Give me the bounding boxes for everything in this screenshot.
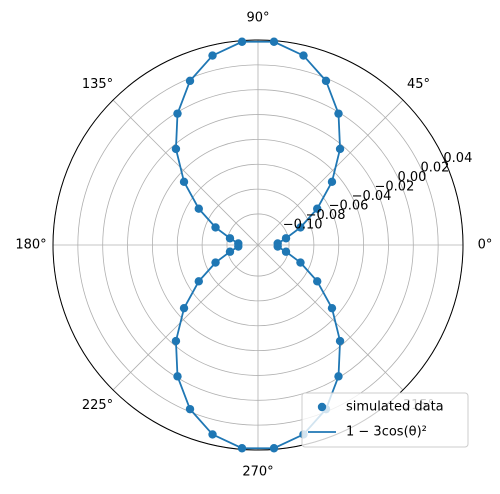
theta-tick-label: 45° bbox=[407, 77, 430, 92]
r-tick-label: 0.02 bbox=[420, 161, 449, 176]
legend-label: simulated data bbox=[346, 400, 444, 415]
r-tick-label: −0.06 bbox=[329, 199, 369, 214]
theta-tick-label: 225° bbox=[82, 398, 113, 413]
r-tick-label: −0.08 bbox=[306, 208, 346, 223]
theta-tick-label: 180° bbox=[15, 238, 46, 253]
r-tick-label: −0.04 bbox=[352, 189, 392, 204]
angular-grid bbox=[112, 244, 259, 391]
r-tick-label: −0.02 bbox=[375, 180, 415, 195]
angular-grid bbox=[257, 99, 404, 246]
r-tick-label: 0.04 bbox=[443, 151, 472, 166]
r-tick-label: −0.10 bbox=[283, 218, 323, 233]
angular-grid bbox=[257, 244, 404, 391]
r-tick-label: 0.00 bbox=[397, 170, 426, 185]
legend-frame bbox=[301, 392, 469, 448]
theta-tick-label: 135° bbox=[82, 77, 113, 92]
legend-marker bbox=[317, 402, 327, 412]
polar-frame bbox=[52, 39, 464, 451]
legend-label: 1 − 3cos(θ)² bbox=[346, 425, 427, 440]
legend: simulated data 1 − 3cos(θ)² bbox=[301, 392, 469, 448]
theta-tick-label: 270° bbox=[242, 465, 273, 480]
theta-tick-label: 90° bbox=[246, 11, 269, 26]
theta-tick-label: 0° bbox=[478, 238, 493, 253]
angular-grid bbox=[112, 99, 259, 246]
